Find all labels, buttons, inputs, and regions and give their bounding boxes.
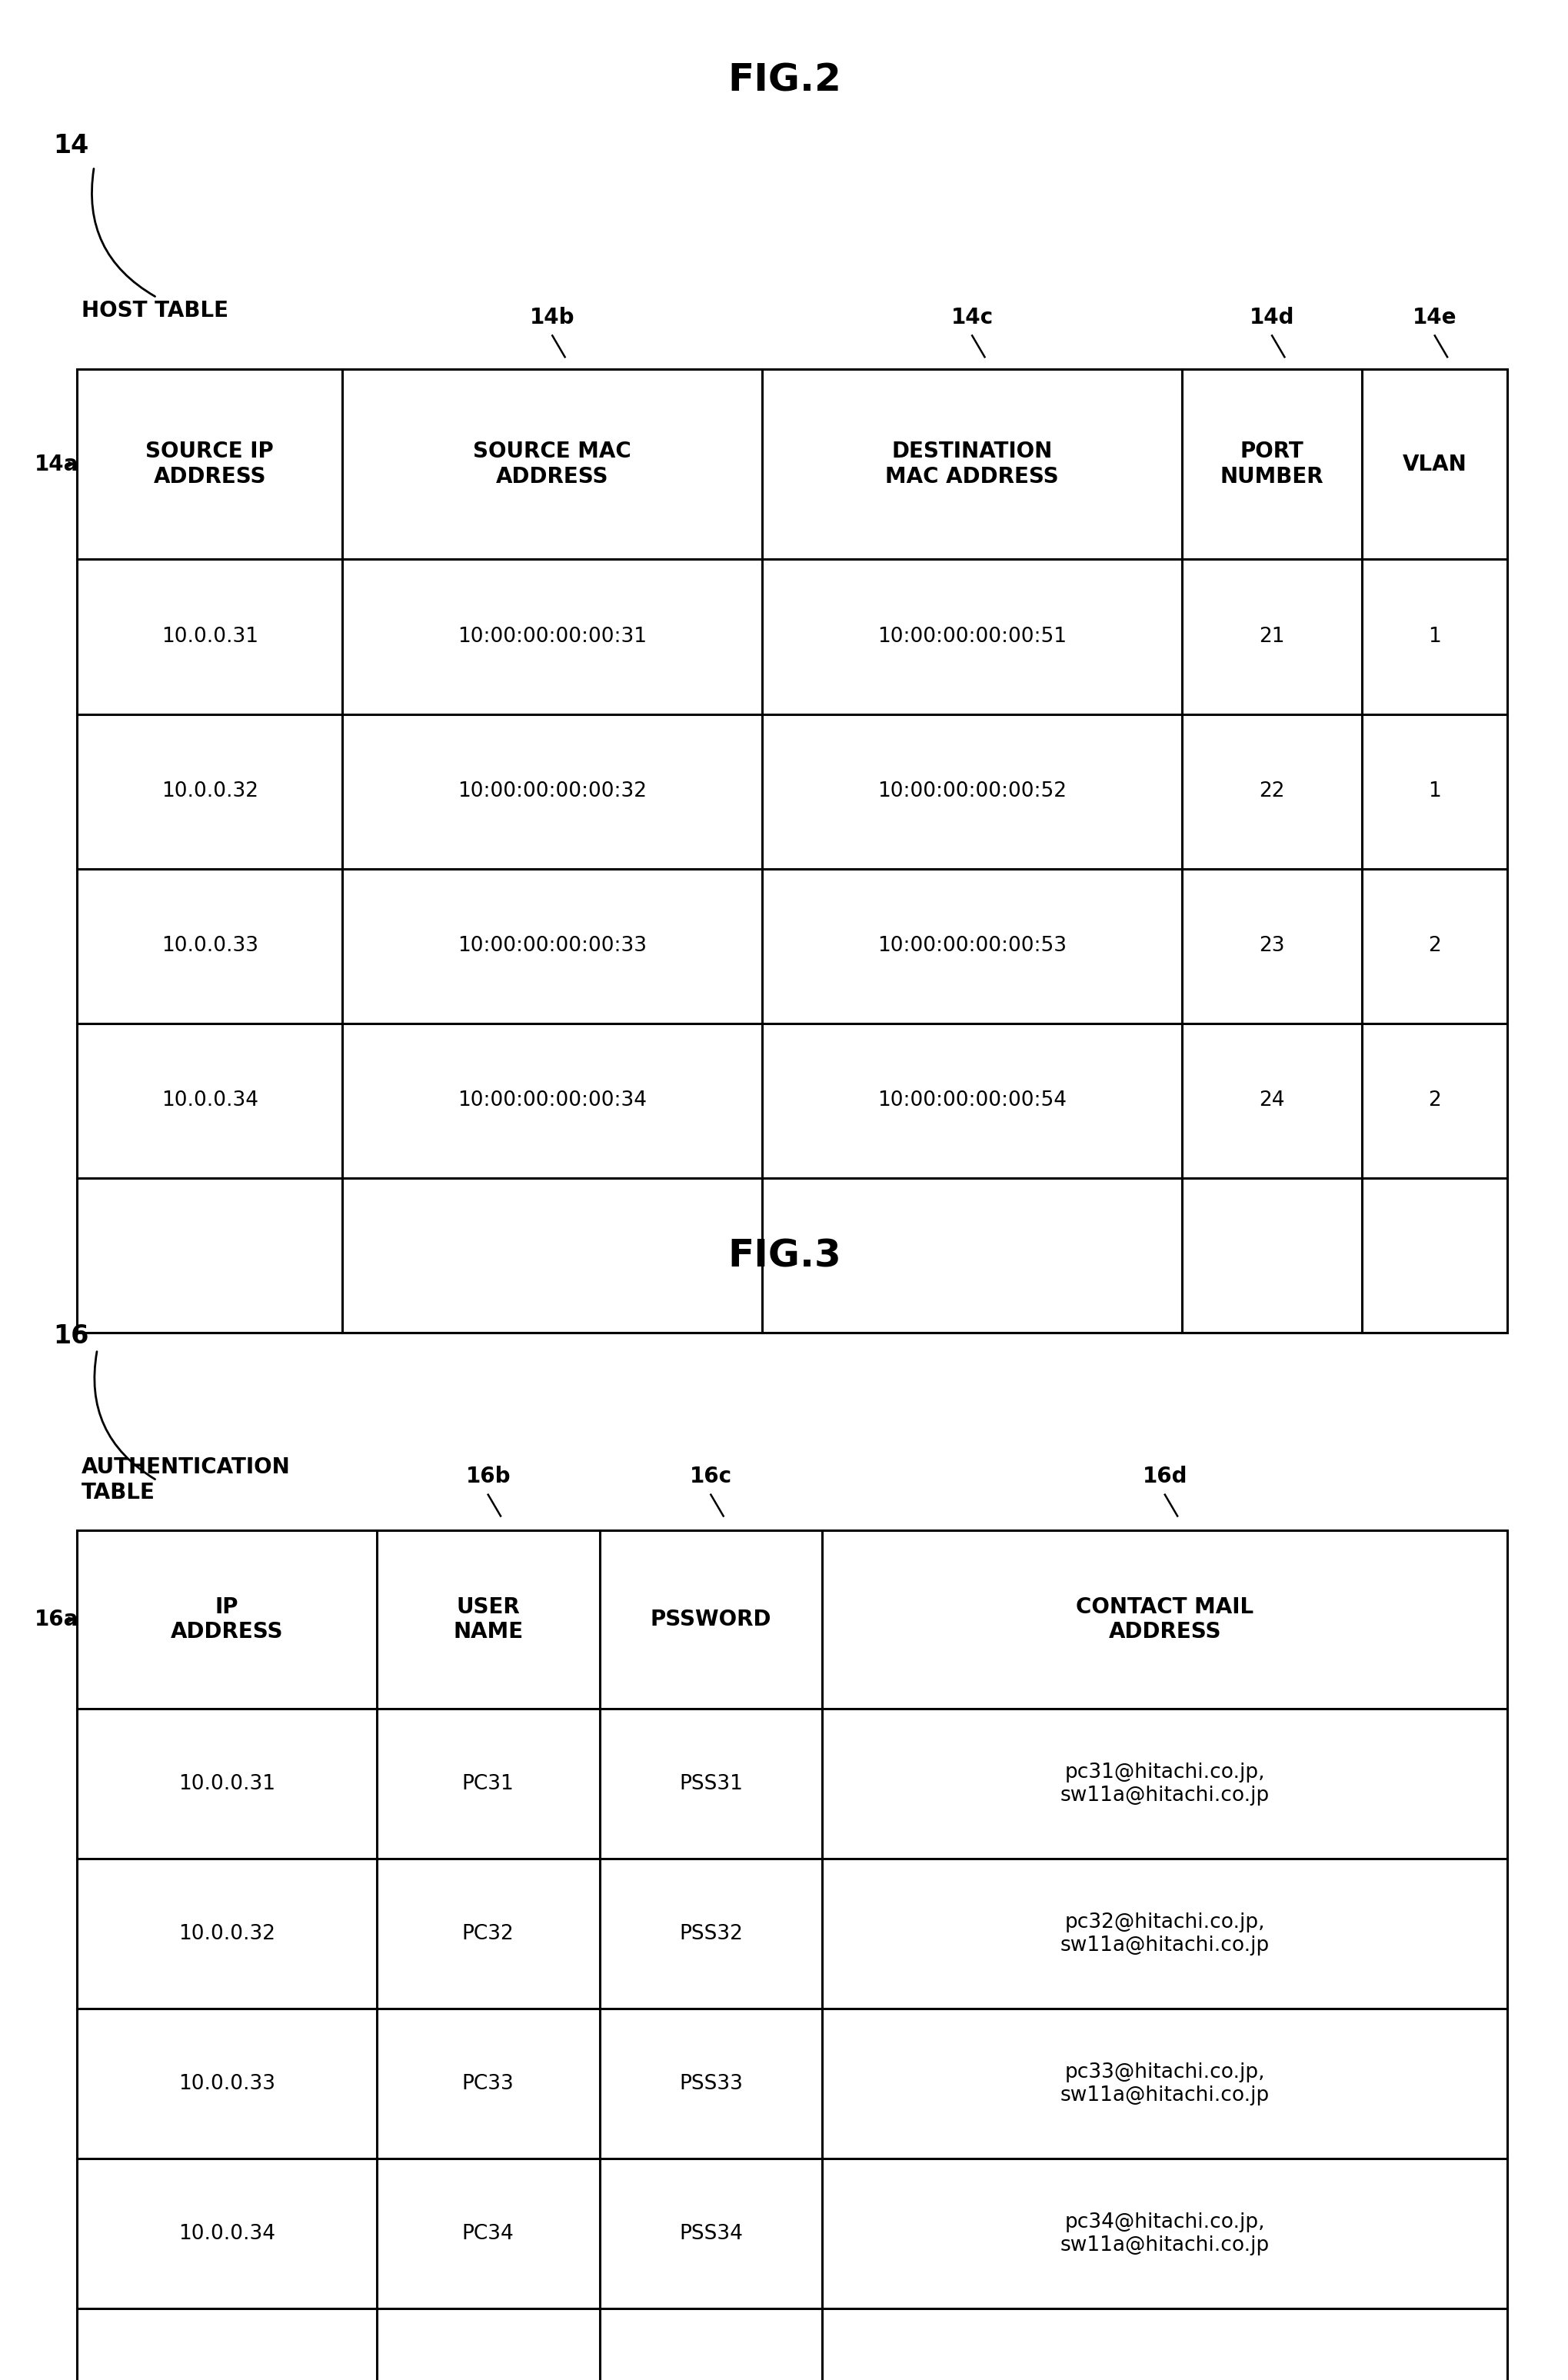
Text: 10.0.0.34: 10.0.0.34 (179, 2223, 274, 2244)
Text: 16c: 16c (690, 1466, 732, 1488)
Text: PSS32: PSS32 (679, 1923, 742, 1944)
Text: 10:00:00:00:00:33: 10:00:00:00:00:33 (458, 935, 646, 957)
Text: 10:00:00:00:00:52: 10:00:00:00:00:52 (877, 781, 1066, 802)
Text: VLAN: VLAN (1402, 452, 1466, 476)
Text: HOST TABLE: HOST TABLE (82, 300, 229, 321)
Text: 10:00:00:00:00:53: 10:00:00:00:00:53 (877, 935, 1066, 957)
Text: 10.0.0.33: 10.0.0.33 (179, 2073, 274, 2094)
Text: 10.0.0.34: 10.0.0.34 (162, 1090, 259, 1111)
Text: 16d: 16d (1142, 1466, 1187, 1488)
Text: PSS31: PSS31 (679, 1773, 742, 1795)
Text: PC32: PC32 (463, 1923, 514, 1944)
Text: 1: 1 (1427, 781, 1441, 802)
Text: 10.0.0.33: 10.0.0.33 (162, 935, 259, 957)
Text: DESTINATION
MAC ADDRESS: DESTINATION MAC ADDRESS (884, 440, 1058, 488)
Text: 14d: 14d (1248, 307, 1294, 328)
Text: PC31: PC31 (463, 1773, 514, 1795)
Text: 14e: 14e (1411, 307, 1457, 328)
Text: 10.0.0.31: 10.0.0.31 (162, 626, 259, 647)
Text: 14: 14 (53, 133, 89, 159)
Text: 10:00:00:00:00:51: 10:00:00:00:00:51 (877, 626, 1066, 647)
Text: 16a: 16a (34, 1609, 78, 1630)
Text: 10:00:00:00:00:34: 10:00:00:00:00:34 (458, 1090, 646, 1111)
Bar (77, 369, 1507, 1333)
Text: FIG.3: FIG.3 (728, 1238, 840, 1276)
Text: 10.0.0.32: 10.0.0.32 (179, 1923, 274, 1944)
Text: 10.0.0.31: 10.0.0.31 (179, 1773, 274, 1795)
Text: 23: 23 (1259, 935, 1284, 957)
Text: PSS34: PSS34 (679, 2223, 742, 2244)
Text: PSS33: PSS33 (679, 2073, 742, 2094)
Text: 14b: 14b (530, 307, 574, 328)
Text: PC34: PC34 (463, 2223, 514, 2244)
Text: pc33@hitachi.co.jp,
sw11a@hitachi.co.jp: pc33@hitachi.co.jp, sw11a@hitachi.co.jp (1060, 2061, 1269, 2106)
Text: 16b: 16b (466, 1466, 510, 1488)
Text: 2: 2 (1427, 1090, 1441, 1111)
Text: CONTACT MAIL
ADDRESS: CONTACT MAIL ADDRESS (1076, 1597, 1253, 1642)
Text: pc32@hitachi.co.jp,
sw11a@hitachi.co.jp: pc32@hitachi.co.jp, sw11a@hitachi.co.jp (1060, 1911, 1269, 1956)
Text: 10:00:00:00:00:54: 10:00:00:00:00:54 (877, 1090, 1066, 1111)
Text: SOURCE MAC
ADDRESS: SOURCE MAC ADDRESS (474, 440, 632, 488)
Text: PC33: PC33 (463, 2073, 514, 2094)
Text: PSSWORD: PSSWORD (651, 1609, 771, 1630)
Text: 2: 2 (1427, 935, 1441, 957)
Text: IP
ADDRESS: IP ADDRESS (171, 1597, 282, 1642)
Text: 16: 16 (53, 1323, 89, 1349)
Text: 1: 1 (1427, 626, 1441, 647)
Text: 21: 21 (1259, 626, 1284, 647)
Text: 10.0.0.32: 10.0.0.32 (162, 781, 259, 802)
Text: pc31@hitachi.co.jp,
sw11a@hitachi.co.jp: pc31@hitachi.co.jp, sw11a@hitachi.co.jp (1060, 1761, 1269, 1806)
Text: pc34@hitachi.co.jp,
sw11a@hitachi.co.jp: pc34@hitachi.co.jp, sw11a@hitachi.co.jp (1060, 2211, 1269, 2256)
Text: 24: 24 (1259, 1090, 1284, 1111)
Text: SOURCE IP
ADDRESS: SOURCE IP ADDRESS (146, 440, 274, 488)
Text: 22: 22 (1259, 781, 1284, 802)
Text: 10:00:00:00:00:31: 10:00:00:00:00:31 (458, 626, 646, 647)
Text: FIG.2: FIG.2 (728, 62, 840, 100)
Text: PORT
NUMBER: PORT NUMBER (1220, 440, 1323, 488)
Text: USER
NAME: USER NAME (453, 1597, 522, 1642)
Text: AUTHENTICATION
TABLE: AUTHENTICATION TABLE (82, 1457, 290, 1504)
Text: 14a: 14a (34, 452, 78, 476)
Text: 14c: 14c (950, 307, 993, 328)
Bar (77, 1530, 1507, 2380)
Text: 10:00:00:00:00:32: 10:00:00:00:00:32 (458, 781, 646, 802)
